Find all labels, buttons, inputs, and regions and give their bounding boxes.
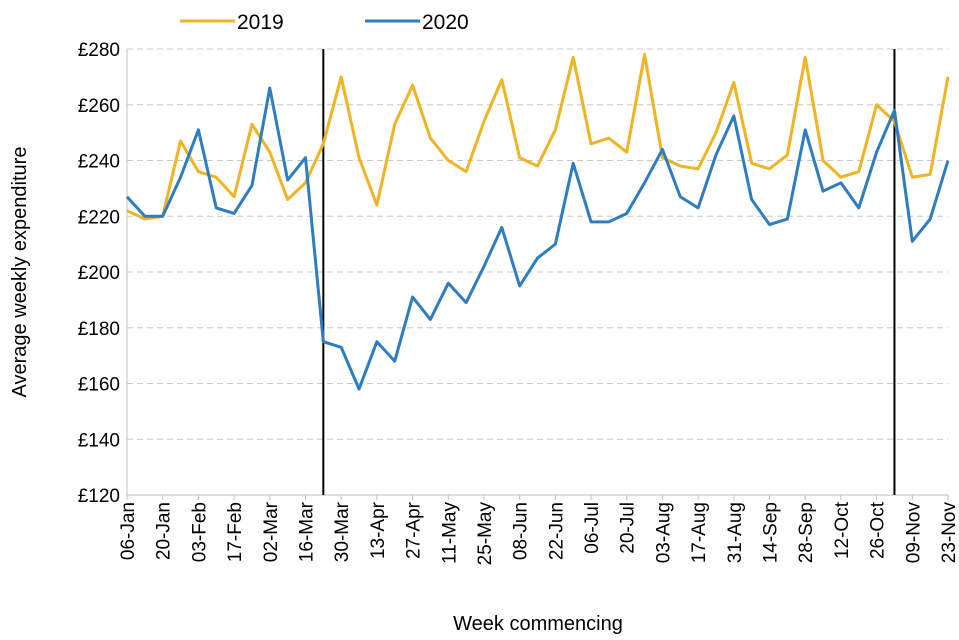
x-tick-label: 13-Apr: [368, 501, 389, 559]
x-tick-label: 23-Nov: [939, 502, 959, 564]
x-tick-label: 02-Mar: [261, 501, 282, 562]
y-tick-label: £220: [78, 207, 120, 228]
x-tick-label: 17-Aug: [689, 502, 710, 563]
series-line: [126, 53, 950, 221]
x-tick-label: 28-Sep: [796, 502, 817, 563]
y-tick-label: £240: [78, 152, 120, 173]
y-tick-label: £160: [78, 375, 120, 396]
y-tick-label: £120: [78, 486, 120, 507]
x-tick-label: 03-Feb: [189, 502, 210, 562]
x-tick-label: 12-Oct: [832, 501, 853, 559]
x-tick-label: 30-Mar: [332, 501, 353, 562]
x-tick-label: 08-Jun: [511, 502, 532, 560]
x-tick-label: 22-Jun: [546, 502, 567, 560]
series-line: [125, 86, 950, 391]
y-tick-label: £140: [78, 430, 120, 451]
x-tick-label: 20-Jul: [618, 502, 639, 554]
x-tick-label: 16-Mar: [296, 501, 317, 562]
x-tick-label: 14-Sep: [761, 502, 782, 563]
y-tick-label: £180: [78, 319, 120, 340]
y-tick-label: £200: [78, 263, 120, 284]
x-tick-label: 25-May: [475, 502, 496, 566]
x-tick-label: 20-Jan: [154, 502, 175, 560]
x-tick-label: 09-Nov: [903, 502, 924, 564]
x-tick-label: 06-Jan: [118, 502, 139, 560]
x-tick-label: 31-Aug: [725, 502, 746, 563]
legend-label: 2019: [237, 11, 284, 34]
x-tick-label: 26-Oct: [868, 501, 889, 559]
x-tick-label: 11-May: [439, 502, 460, 564]
y-tick-label: £280: [78, 40, 120, 61]
x-tick-label: 03-Aug: [653, 502, 674, 563]
y-tick-label: £260: [78, 96, 120, 117]
y-axis-title: Average weekly expenditure: [9, 147, 31, 398]
x-tick-label: 27-Apr: [404, 501, 425, 559]
x-tick-label: 06-Jul: [582, 502, 603, 554]
x-tick-label: 17-Feb: [225, 502, 246, 562]
legend-label: 2020: [422, 11, 469, 34]
x-axis-title: Week commencing: [453, 613, 623, 635]
